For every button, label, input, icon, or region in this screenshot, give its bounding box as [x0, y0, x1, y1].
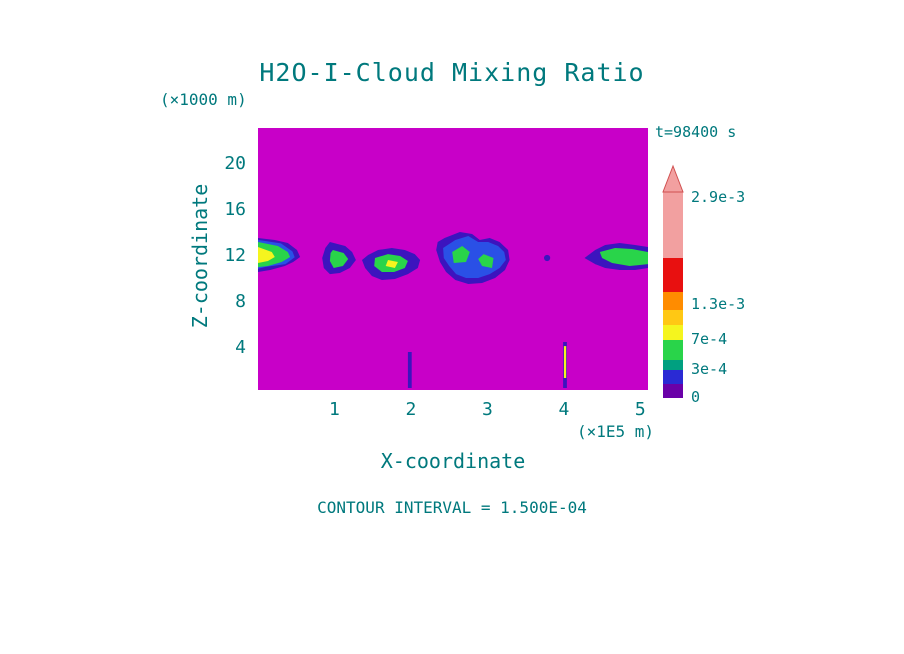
cloud-3-yellow [385, 260, 398, 268]
colorbar-segment [663, 325, 683, 340]
x-tick-label: 4 [558, 399, 570, 420]
y-tick-label: 4 [235, 337, 246, 359]
cloud-4-large-green [478, 254, 494, 268]
cloud-4-large-green [452, 246, 470, 263]
colorbar-segment [663, 310, 683, 325]
colorbar-segment [663, 360, 683, 370]
colorbar-segment [663, 340, 683, 360]
precip-streak-2-yellow [563, 346, 567, 378]
plot-area [258, 128, 648, 390]
colorbar-label: 3e-4 [691, 360, 728, 378]
z-axis-unit: (×1000 m) [160, 90, 247, 109]
colorbar-segment [663, 258, 683, 292]
left-edge-cloud-yellow [258, 247, 275, 263]
cloud-2-green [329, 250, 349, 268]
x-axis-label: X-coordinate [380, 449, 526, 473]
colorbar-segment [663, 384, 683, 398]
y-tick-label: 20 [224, 152, 246, 174]
x-axis-unit: (×1E5 m) [576, 422, 654, 441]
colorbar-segment [663, 292, 683, 310]
colorbar-arrow-icon [662, 164, 684, 193]
x-tick-label: 5 [634, 399, 646, 420]
z-axis-label: Z-coordinate [188, 183, 212, 329]
colorbar-segment [663, 370, 683, 384]
right-edge-cloud-green [599, 248, 648, 266]
chart-title: H2O-I-Cloud Mixing Ratio [259, 58, 645, 87]
colorbar-label: 1.3e-3 [691, 295, 746, 313]
x-tick-label: 3 [481, 399, 493, 420]
colorbar [662, 164, 684, 398]
time-label: t=98400 s [655, 123, 737, 141]
small-dot-indigo [544, 254, 551, 262]
x-tick-label: 2 [405, 399, 417, 420]
colorbar-label: 2.9e-3 [691, 188, 746, 206]
colorbar-label: 7e-4 [691, 330, 728, 348]
colorbar-segment [663, 192, 683, 258]
x-tick-label: 1 [329, 399, 340, 420]
colorbar-label: 0 [691, 388, 701, 406]
precip-streak-1-indigo [407, 352, 412, 388]
contour-interval-label: CONTOUR INTERVAL = 1.500E-04 [317, 498, 587, 517]
